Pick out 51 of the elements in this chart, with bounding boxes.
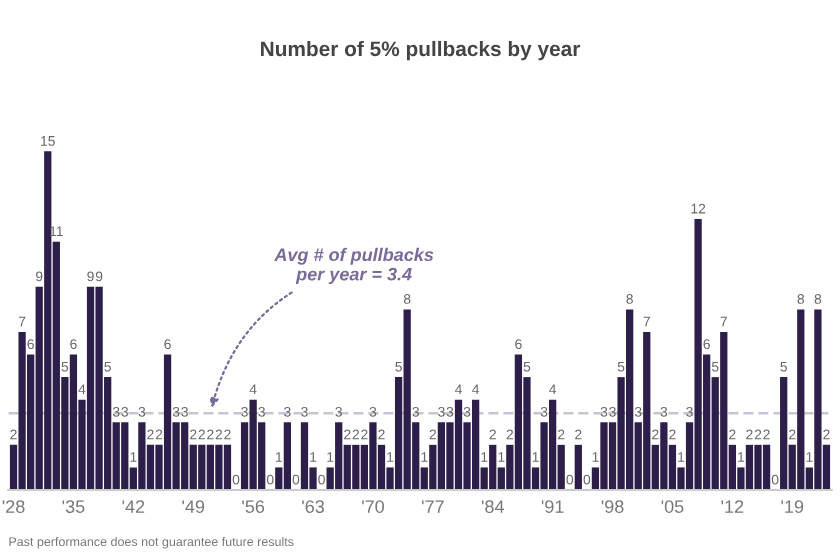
bar (44, 151, 52, 490)
bar (574, 444, 582, 490)
bar (814, 309, 822, 490)
x-tick-label: '63 (302, 500, 325, 513)
bar (95, 286, 103, 490)
x-tick-label: '49 (182, 500, 205, 513)
x-tick-label: '05 (661, 500, 684, 513)
x-tick-label: '77 (421, 500, 444, 513)
ref-line-label: Avg # of pullbacks per year = 3.4 (274, 247, 434, 285)
bar (283, 422, 291, 490)
bar (489, 444, 497, 490)
x-tick-label: '42 (122, 500, 145, 513)
bar (600, 422, 608, 490)
x-tick-label: '84 (481, 500, 504, 513)
bar (352, 444, 360, 490)
bar (514, 354, 523, 490)
bar (86, 286, 95, 490)
x-tick-label: '12 (721, 500, 744, 513)
x-tick-label: '70 (362, 500, 384, 513)
chart-title: Number of 5% pullbacks by year (261, 40, 581, 61)
x-tick-label: '91 (541, 500, 564, 513)
bar (454, 399, 463, 490)
bar (780, 377, 788, 490)
bar (403, 309, 411, 490)
bar (18, 331, 26, 490)
x-tick-label: '56 (242, 500, 265, 513)
bar (754, 444, 762, 490)
bar (745, 444, 754, 490)
bar (121, 422, 129, 490)
bar (437, 422, 446, 490)
bar (694, 219, 702, 490)
bar (797, 309, 805, 490)
bar (215, 444, 223, 490)
bar (249, 399, 257, 490)
bar (69, 354, 78, 490)
bar (198, 444, 206, 490)
x-tick-label: '19 (781, 500, 804, 513)
bar (335, 422, 343, 490)
bar (471, 399, 480, 490)
bar (138, 422, 146, 490)
bar (720, 331, 728, 490)
x-tick-label: '35 (62, 500, 85, 513)
bar (369, 422, 377, 490)
bar (643, 331, 651, 490)
bar (660, 422, 668, 490)
bar (762, 444, 771, 490)
x-tick-label: '98 (601, 500, 624, 513)
x-tick-label: '28 (2, 500, 25, 513)
bar (163, 354, 172, 490)
bar (300, 422, 309, 490)
bar (223, 444, 232, 490)
